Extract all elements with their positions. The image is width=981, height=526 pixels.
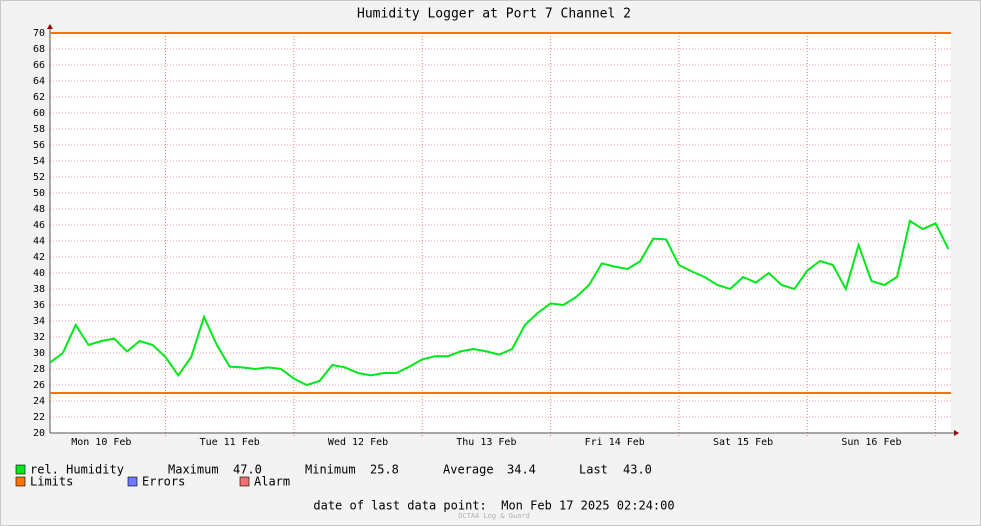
y-tick-label: 48 [33, 204, 45, 215]
x-axis-arrow [954, 430, 959, 436]
stat-name: Maximum [168, 463, 219, 477]
watermark: OCTA4 Log & Guard [458, 512, 530, 520]
y-tick-label: 24 [33, 396, 45, 407]
y-tick-label: 20 [33, 428, 45, 439]
y-tick-label: 40 [33, 268, 45, 279]
chart-title: Humidity Logger at Port 7 Channel 2 [357, 7, 631, 22]
legend-swatch [15, 464, 26, 475]
x-tick-label: Sat 15 Feb [713, 437, 773, 448]
x-tick-label: Sun 16 Feb [841, 437, 901, 448]
y-tick-label: 44 [33, 236, 45, 247]
y-tick-label: 28 [33, 364, 45, 375]
stat-value: 43.0 [623, 463, 652, 477]
stat-value: 25.8 [370, 463, 399, 477]
legend-swatch [127, 476, 138, 487]
y-tick-label: 62 [33, 92, 45, 103]
legend-label: Errors [142, 475, 185, 489]
footer: date of last data point: Mon Feb 17 2025… [313, 499, 674, 513]
y-tick-label: 58 [33, 124, 45, 135]
y-tick-label: 34 [33, 316, 45, 327]
x-tick-label: Thu 13 Feb [456, 437, 516, 448]
y-tick-label: 32 [33, 332, 45, 343]
stat-name: Average [443, 463, 494, 477]
x-tick-label: Mon 10 Feb [71, 437, 131, 448]
y-tick-label: 60 [33, 108, 45, 119]
stat-value: 47.0 [233, 463, 262, 477]
y-tick-label: 64 [33, 76, 45, 87]
plot-area [50, 33, 951, 433]
y-tick-label: 52 [33, 172, 45, 183]
y-tick-label: 22 [33, 412, 45, 423]
y-tick-label: 42 [33, 252, 45, 263]
x-tick-label: Wed 12 Feb [328, 437, 388, 448]
legend-swatch [239, 476, 250, 487]
stat-name: Last [579, 463, 608, 477]
legend-label: Limits [30, 475, 73, 489]
y-tick-label: 54 [33, 156, 45, 167]
y-tick-label: 70 [33, 28, 45, 39]
x-tick-label: Fri 14 Feb [585, 437, 645, 448]
y-tick-label: 56 [33, 140, 45, 151]
y-tick-label: 26 [33, 380, 45, 391]
line [49, 219, 950, 387]
y-tick-label: 66 [33, 60, 45, 71]
y-tick-label: 30 [33, 348, 45, 359]
legend-label: rel. Humidity [30, 463, 124, 477]
stat-name: Minimum [305, 463, 356, 477]
y-tick-label: 36 [33, 300, 45, 311]
legend-swatch [15, 476, 26, 487]
y-tick-label: 50 [33, 188, 45, 199]
y-tick-label: 68 [33, 44, 45, 55]
stat-value: 34.4 [507, 463, 536, 477]
x-tick-label: Tue 11 Feb [200, 437, 260, 448]
y-tick-label: 38 [33, 284, 45, 295]
y-axis-arrow [47, 24, 53, 29]
legend-label: Alarm [254, 475, 290, 489]
y-tick-label: 46 [33, 220, 45, 231]
